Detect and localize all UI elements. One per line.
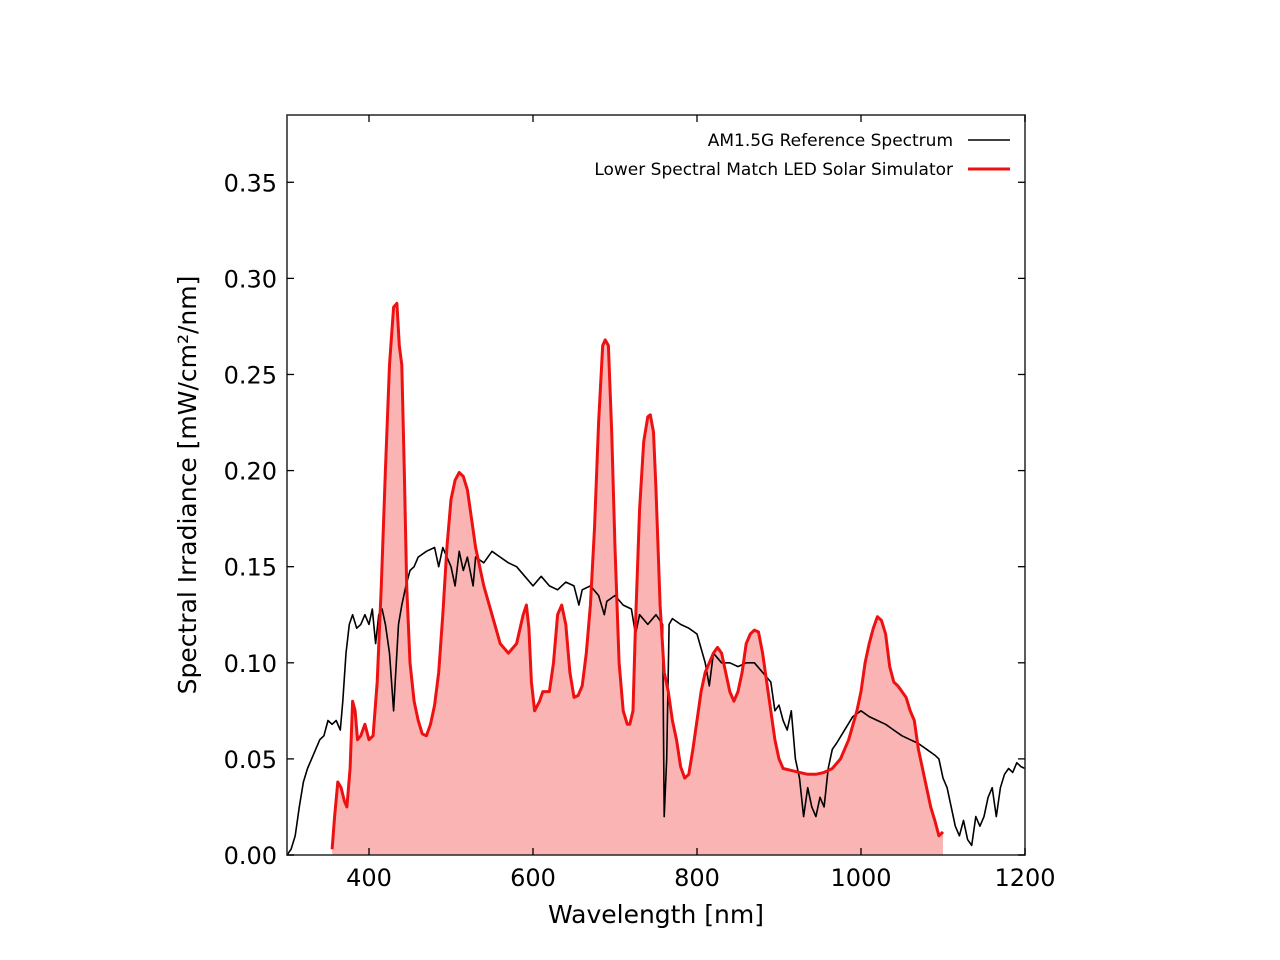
series-am15g-line <box>286 546 1026 856</box>
legend-label-am15g: AM1.5G Reference Spectrum <box>708 131 953 151</box>
x-tick-label: 600 <box>510 864 556 892</box>
x-tick-label: 1200 <box>994 864 1055 892</box>
y-axis-ticks: 0.00 0.05 0.10 0.15 0.20 0.25 0.30 0.35 <box>224 169 1025 870</box>
y-tick-label: 0.35 <box>224 169 277 197</box>
series-led-simulator-line <box>330 301 945 850</box>
y-axis-label: Spectral Irradiance [mW/cm²/nm] <box>173 276 202 695</box>
y-tick-label: 0.30 <box>224 265 277 293</box>
y-tick-label: 0.20 <box>224 458 277 486</box>
x-tick-label: 800 <box>674 864 720 892</box>
y-tick-label: 0.25 <box>224 361 277 389</box>
legend: AM1.5G Reference Spectrum Lower Spectral… <box>594 131 1010 180</box>
y-tick-label: 0.15 <box>224 554 277 582</box>
x-axis-ticks: 400 600 800 1000 1200 <box>346 115 1056 892</box>
y-tick-label: 0.05 <box>224 746 277 774</box>
y-tick-label: 0.00 <box>224 842 277 870</box>
series-layer <box>286 301 1026 856</box>
x-tick-label: 400 <box>346 864 392 892</box>
x-tick-label: 1000 <box>830 864 891 892</box>
y-tick-label: 0.10 <box>224 650 277 678</box>
legend-label-led-simulator: Lower Spectral Match LED Solar Simulator <box>594 160 953 180</box>
x-axis-label: Wavelength [nm] <box>548 900 764 929</box>
axes-frame <box>286 114 1026 856</box>
